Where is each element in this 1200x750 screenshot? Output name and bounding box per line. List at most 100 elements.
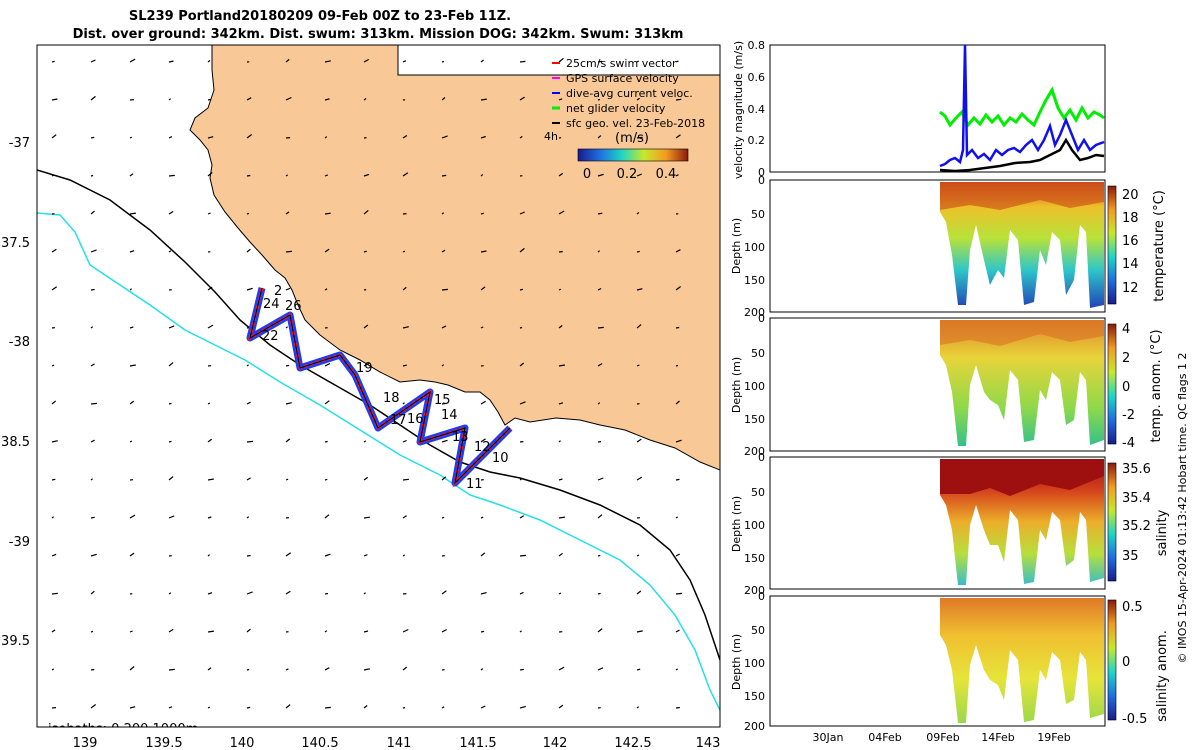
- sal-anom-ytick: 0: [758, 590, 765, 603]
- velocity-arrow: [597, 326, 604, 329]
- velocity-arrow: [207, 324, 214, 329]
- velocity-arrow: [90, 326, 94, 329]
- sal-anom-section: [940, 598, 1104, 723]
- velocity-arrow: [246, 628, 251, 633]
- velocity-arrow: [675, 629, 680, 633]
- lon-tick: 143: [696, 736, 721, 750]
- temp-anom-ytick: 0: [758, 312, 765, 325]
- velocity-arrow: [51, 592, 58, 595]
- velocity-arrow: [90, 59, 96, 63]
- velocity-arrow: [285, 478, 289, 481]
- colorbar-tick: 0.4: [656, 167, 677, 182]
- velocity-arrow: [363, 630, 369, 633]
- salinity-ylabel: Depth (m): [730, 496, 743, 552]
- velocity-arrow: [324, 553, 331, 557]
- velocity-arrow: [558, 440, 561, 443]
- lat-tick: -38: [9, 335, 30, 350]
- velocity-arrow: [636, 706, 639, 709]
- lat-tick: 39.5: [1, 634, 30, 649]
- velocity-arrow: [324, 440, 328, 443]
- temperature-ytick: 0: [758, 174, 765, 187]
- velocity-arrow: [207, 592, 213, 595]
- salinity-ytick: 150: [744, 552, 765, 565]
- isobath-1000: [37, 212, 720, 711]
- velocity-arrow: [51, 364, 55, 367]
- temperature-cbar-label: temperature (°C): [1152, 190, 1167, 302]
- salinity-colorbar: [1107, 462, 1117, 582]
- velocity-arrow: [519, 515, 525, 519]
- velocity-arrow: [558, 57, 564, 63]
- velocity-arrow: [285, 326, 288, 329]
- map-legend: 25cm/s swim vector GPS surface velocity …: [544, 57, 705, 182]
- velocity-arrow: [363, 668, 371, 671]
- lat-tick: -39: [9, 535, 30, 550]
- sal-anom-cbar-tick: -0.5: [1122, 712, 1147, 727]
- waypoint-label: 13: [452, 430, 469, 445]
- velocity-arrow: [558, 288, 562, 291]
- velocity-arrow: [441, 135, 448, 139]
- waypoint-label: 18: [383, 391, 400, 406]
- speed-colorbar: [577, 148, 689, 162]
- velocity-arrow: [51, 60, 55, 63]
- velocity-arrow: [246, 706, 251, 709]
- velocity-arrow: [675, 553, 680, 557]
- velocity-arrow: [675, 249, 681, 253]
- temperature-ytick: 200: [744, 306, 765, 319]
- velocity-arrow: [402, 628, 409, 633]
- velocity-arrow: [480, 438, 486, 443]
- velocity-arrow: [441, 325, 447, 329]
- velocity-arrow: [558, 325, 563, 329]
- velocity-arrow: [129, 58, 136, 63]
- velocity-arrow: [51, 400, 57, 405]
- velocity-arrow: [285, 552, 292, 557]
- velocity-arrow: [129, 630, 133, 633]
- velocity-arrow: [480, 59, 484, 63]
- velocity-arrow: [636, 324, 642, 329]
- velocity-arrow: [480, 135, 486, 139]
- map-frame: [36, 44, 721, 728]
- temp-anom-ytick: 100: [744, 380, 765, 393]
- velocity-arrow: [90, 590, 95, 595]
- velocity-arrow: [168, 476, 174, 481]
- temperature-ylabel: Depth (m): [730, 218, 743, 274]
- time-axis: 30Jan 04Feb 09Feb 14Feb 19Feb: [813, 731, 1071, 744]
- velocity-arrow: [246, 668, 250, 671]
- velocity-arrow: [597, 287, 602, 291]
- velocity-arrow: [480, 98, 487, 101]
- velocity-ytick: 0.4: [748, 103, 766, 116]
- temperature-cbar-tick: 14: [1122, 257, 1139, 272]
- velocity-arrow: [51, 629, 56, 633]
- velocity-arrow: [480, 286, 486, 291]
- velocity-arrow: [168, 174, 175, 177]
- velocity-arrow: [402, 439, 407, 443]
- velocity-arrow: [207, 478, 214, 481]
- temperature-cbar-tick: 16: [1122, 234, 1139, 249]
- sfc-geo-vel-line: [939, 137, 1105, 173]
- velocity-arrow: [285, 211, 290, 215]
- velocity-arrow: [636, 668, 641, 671]
- velocity-arrow: [558, 478, 563, 481]
- colorbar-tick: 0.2: [617, 167, 638, 182]
- velocity-arrow: [480, 668, 484, 671]
- velocity-arrow: [558, 98, 563, 101]
- velocity-arrow: [675, 706, 680, 709]
- velocity-ytick: 0.2: [748, 134, 766, 147]
- lon-axis: 139 139.5 140 140.5 141 141.5 142 142.5 …: [73, 736, 721, 750]
- velocity-arrow: [519, 362, 525, 367]
- waypoint-label: 15: [434, 393, 451, 408]
- velocity-arrow: [246, 248, 251, 253]
- velocity-arrow: [51, 478, 56, 481]
- waypoint-label: 16: [407, 412, 424, 427]
- velocity-arrow: [675, 364, 679, 367]
- velocity-arrow: [402, 172, 409, 177]
- velocity-arrow: [51, 516, 54, 519]
- velocity-arrow: [168, 628, 174, 633]
- velocity-arrow: [597, 592, 601, 595]
- lat-tick: 37.5: [1, 236, 30, 251]
- velocity-arrow: [90, 249, 97, 253]
- velocity-arrow: [441, 249, 446, 253]
- velocity-arrow: [675, 286, 681, 291]
- temp-anom-panel: 0 50 100 150 200 Depth (m) 4 2 0 -2 -4 t…: [730, 312, 1164, 458]
- velocity-arrow: [636, 173, 642, 177]
- surface-velocity-vectors: [51, 57, 683, 709]
